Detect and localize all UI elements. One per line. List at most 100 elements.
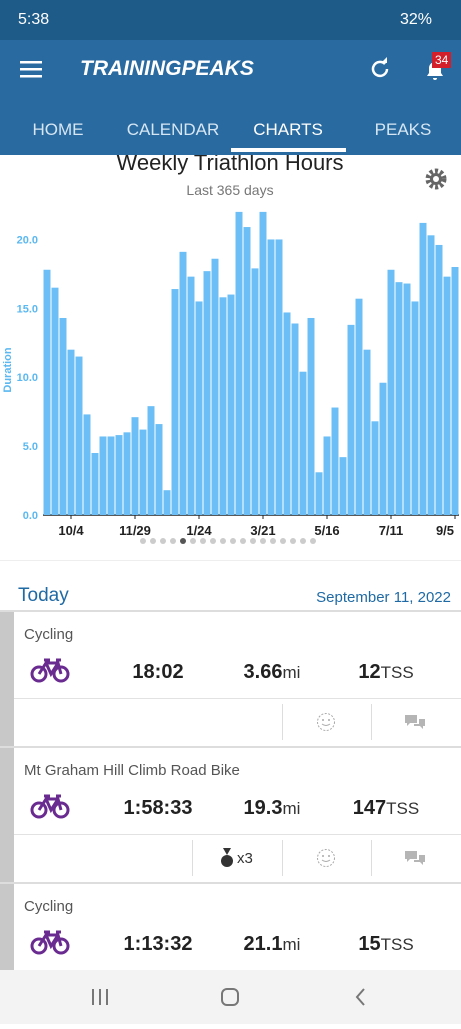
- bar: [451, 267, 459, 515]
- bar: [315, 472, 323, 515]
- page-dot: [150, 538, 156, 544]
- card-accent: [0, 748, 14, 882]
- bike-icon-wrap: [30, 657, 70, 688]
- bar: [307, 317, 315, 515]
- bar: [387, 269, 395, 515]
- bar: [411, 301, 419, 515]
- workout-title: Cycling: [24, 626, 74, 643]
- distance-unit: mi: [282, 663, 301, 682]
- x-tick-label: 3/21: [250, 523, 275, 538]
- notification-badge: 34: [432, 52, 452, 68]
- bar: [331, 407, 339, 515]
- recent-apps[interactable]: [92, 989, 108, 1005]
- distance-unit: mi: [282, 935, 301, 954]
- comments-button[interactable]: [404, 713, 426, 736]
- bar: [155, 424, 163, 515]
- menu-button[interactable]: [20, 60, 44, 80]
- distance-value: 19.3: [243, 797, 283, 819]
- workout-card[interactable]: Cycling 18:02 3.66mi 12TSS: [0, 610, 461, 746]
- card-accent: [0, 612, 14, 746]
- page-dot: [220, 538, 226, 544]
- tab[interactable]: CALENDAR: [126, 120, 220, 139]
- x-tick-label: 10/4: [58, 523, 84, 538]
- status-bar: 5:38 32%: [0, 0, 461, 40]
- logo: TRAININGPEAKS: [80, 57, 254, 80]
- chart-title: Weekly Triathlon Hours: [116, 155, 343, 175]
- tss: 12TSS: [358, 661, 413, 684]
- nav-bar: [0, 970, 461, 1024]
- page-dot: [250, 538, 256, 544]
- card-accent: [0, 884, 14, 974]
- bar: [419, 222, 427, 515]
- workout-title: Cycling: [24, 898, 74, 915]
- tab-indicator: [231, 148, 346, 152]
- duration: 18:02: [132, 661, 184, 683]
- distance-value: 3.66: [243, 661, 283, 683]
- home-button[interactable]: [221, 988, 239, 1006]
- refresh-button[interactable]: [368, 57, 392, 81]
- bar: [355, 298, 363, 515]
- bike-icon: [30, 658, 70, 683]
- workout-card[interactable]: Cycling 1:13:32 21.1mi 15TSS: [0, 882, 461, 974]
- bar: [235, 211, 243, 515]
- distance: 21.1mi: [244, 933, 301, 956]
- y-tick-label: 20.0: [17, 234, 38, 246]
- tss-value: 147: [352, 797, 387, 819]
- tss: 15TSS: [358, 933, 413, 956]
- row-divider: [14, 698, 461, 699]
- tss-value: 15: [358, 933, 381, 955]
- bar: [259, 211, 267, 515]
- bar: [99, 436, 107, 515]
- bar: [395, 282, 403, 515]
- row-divider: [14, 834, 461, 835]
- y-tick-label: 5.0: [23, 441, 38, 453]
- column-divider: [192, 840, 193, 876]
- tss-value: 12: [358, 661, 381, 683]
- workout-card[interactable]: Mt Graham Hill Climb Road Bike 1:58:33 19.…: [0, 746, 461, 882]
- bar: [83, 414, 91, 515]
- page-dot: [270, 538, 276, 544]
- distance: 3.66mi: [244, 661, 301, 684]
- today-label: Today: [18, 585, 69, 606]
- tab[interactable]: PEAKS: [374, 120, 432, 139]
- bar: [267, 239, 275, 515]
- page-dot: [300, 538, 306, 544]
- bike-icon-wrap: [30, 793, 70, 824]
- clock: 5:38: [18, 11, 50, 28]
- distance-value: 21.1: [243, 933, 283, 955]
- column-divider: [282, 704, 283, 740]
- bar: [291, 323, 299, 515]
- tab[interactable]: CHARTS: [253, 120, 323, 139]
- y-axis-label: Duration: [2, 347, 14, 393]
- back-button[interactable]: [355, 988, 365, 1006]
- duration: 1:13:32: [123, 933, 193, 955]
- bar: [115, 435, 123, 515]
- column-divider: [371, 840, 372, 876]
- page-dot: [290, 538, 296, 544]
- comments-button[interactable]: [404, 849, 426, 872]
- bar: [379, 382, 387, 515]
- page-dot: [240, 538, 246, 544]
- bar: [195, 301, 203, 515]
- page-dot: [200, 538, 206, 544]
- mood-button[interactable]: [316, 848, 336, 873]
- bar: [163, 490, 171, 515]
- bar: [43, 269, 51, 515]
- x-tick-label: 9/5: [436, 523, 454, 538]
- bar: [435, 244, 443, 515]
- tab[interactable]: HOME: [32, 120, 84, 139]
- page-dot: [210, 538, 216, 544]
- bar: [67, 349, 75, 515]
- duration: 1:58:33: [123, 797, 193, 819]
- medals: x3: [220, 848, 253, 868]
- y-tick-label: 0.0: [23, 510, 38, 522]
- bar: [371, 421, 379, 515]
- tss-unit: TSS: [386, 799, 420, 818]
- x-tick-label: 1/24: [186, 523, 212, 538]
- bar: [131, 417, 139, 515]
- page-dot: [140, 538, 146, 544]
- settings-button[interactable]: [425, 168, 447, 190]
- mood-button[interactable]: [316, 712, 336, 737]
- bar: [75, 356, 83, 515]
